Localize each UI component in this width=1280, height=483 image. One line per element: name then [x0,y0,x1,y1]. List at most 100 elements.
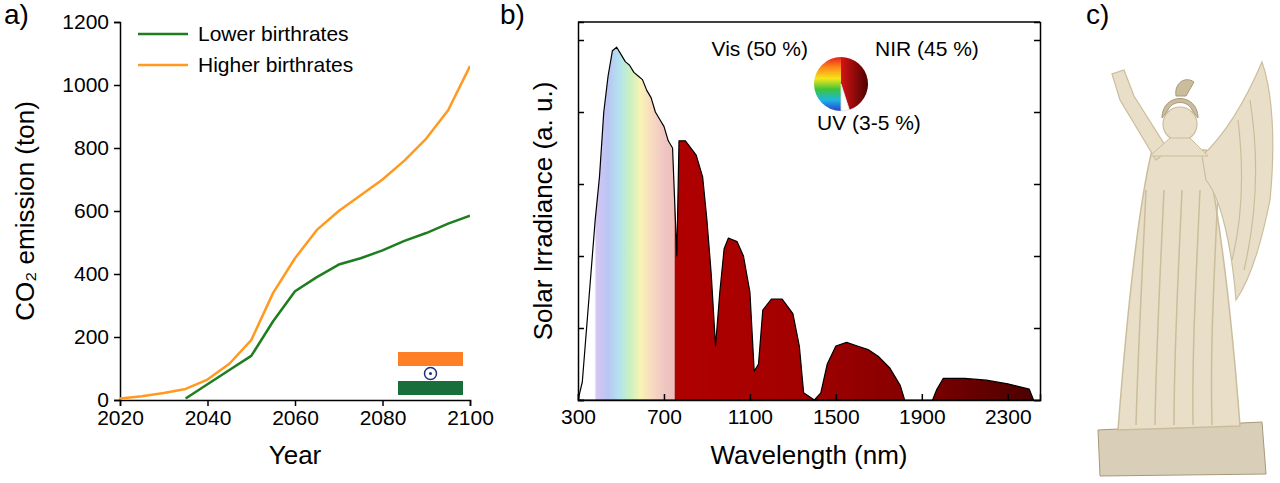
tick [1034,400,1040,401]
tick: 600 [74,199,120,222]
tick [1034,328,1040,329]
tick: 2100 [447,400,494,429]
tick-label: 2060 [272,406,319,429]
flag-wheel-hub [429,372,432,375]
tick [578,40,584,41]
panel-label: c) [1086,0,1109,30]
legend-swatch [138,64,188,67]
tick [1034,256,1040,257]
legend-label: Lower birthrates [198,22,349,45]
pie-label: NIR (45 %) [875,37,979,60]
spectrum-area [578,47,1034,400]
tick-label: 1000 [62,73,109,96]
tick: 800 [74,136,120,159]
statue-illustration [1098,62,1273,476]
statue-fold [1174,190,1182,425]
tick-mark [114,211,120,213]
tick [578,256,584,257]
axis: 20202040206020802100 [97,400,494,429]
tick-label: 0 [97,388,109,411]
tick: 2060 [272,400,319,429]
tick-mark [1034,112,1040,114]
tick-label: 600 [74,199,109,222]
axis-title: Wavelength (nm) [711,440,908,470]
statue-fold [1155,190,1164,425]
tick-mark [114,85,120,87]
line-series [186,216,470,399]
statue-arm [1112,70,1168,160]
tick-label: 1900 [899,405,946,428]
statue-wing-detail [1232,100,1255,270]
tick-mark [1034,400,1040,402]
plot-area [120,66,470,398]
tick-label: 700 [647,405,682,428]
axis-line [1034,23,1041,401]
statue-fold [1211,190,1218,425]
tick-label: 800 [74,136,109,159]
panel-label: b) [500,0,525,30]
tick-mark [114,337,120,339]
axis [1034,23,1041,401]
statue-fold [1193,190,1200,425]
tick-mark [750,394,752,400]
tick: 1900 [899,394,946,428]
tick [1034,184,1040,185]
tick-mark [114,22,120,24]
tick-mark [578,184,584,186]
tick [578,184,584,185]
axis-line [579,394,1041,401]
plot-area [578,47,1034,400]
tick: 400 [74,262,120,285]
axis-line [114,23,121,401]
tick-label: 200 [74,325,109,348]
axis-title: CO₂ emission (ton) [10,101,40,321]
tick-mark [1008,394,1010,400]
tick: 0 [97,388,120,411]
flag-stripe [398,352,463,366]
tick-label: 400 [74,262,109,285]
pie-label: Vis (50 %) [712,37,808,60]
statue-head [1163,107,1197,141]
tick [1034,112,1040,113]
tick-mark [836,394,838,400]
tick: 1500 [813,394,860,428]
axis-line [579,23,585,401]
tick-label: 2100 [447,406,494,429]
legend: Lower birthrates Higher birthrates [138,22,353,76]
axis: 300 700 1100 1500 1900 2300 [561,394,1041,428]
statue-helmet [1162,80,1198,118]
legend-swatch [138,33,188,36]
tick-label: 1500 [813,405,860,428]
axis-title: Solar Irradiance (a. u.) [528,82,558,341]
tick-label: 300 [561,405,596,428]
tick [578,400,584,401]
panel-label: a) [4,0,29,30]
tick-label: 2040 [185,406,232,429]
tick [1034,40,1040,41]
tick-mark [114,400,120,402]
legend-label: Higher birthrates [198,53,353,76]
axis [578,23,584,401]
tick: 2080 [360,400,407,429]
tick-mark [922,394,924,400]
tick-mark [664,394,666,400]
statue-shoulders [1150,138,1208,156]
axis-title: Year [269,440,322,470]
pie-slice [814,57,841,111]
pie-label: UV (3-5 %) [817,111,921,134]
tick-mark [114,148,120,150]
inset-pie [814,57,868,111]
tick: 1200 [62,10,120,33]
tick-mark [578,328,584,330]
figure: a)b)c)2020204020602080210002004006008001… [0,0,1280,483]
tick-label: 2300 [985,405,1032,428]
tick-mark [578,40,584,42]
tick-mark [578,112,584,114]
tick-mark [1034,328,1040,330]
tick: 1100 [728,394,773,428]
tick: 200 [74,325,120,348]
tick-mark [578,256,584,258]
pie-slice [841,84,849,111]
tick-mark [578,400,584,402]
flag-stripe [398,381,463,395]
